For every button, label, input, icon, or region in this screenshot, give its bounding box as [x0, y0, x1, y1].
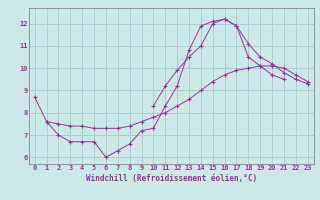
X-axis label: Windchill (Refroidissement éolien,°C): Windchill (Refroidissement éolien,°C): [86, 174, 257, 183]
